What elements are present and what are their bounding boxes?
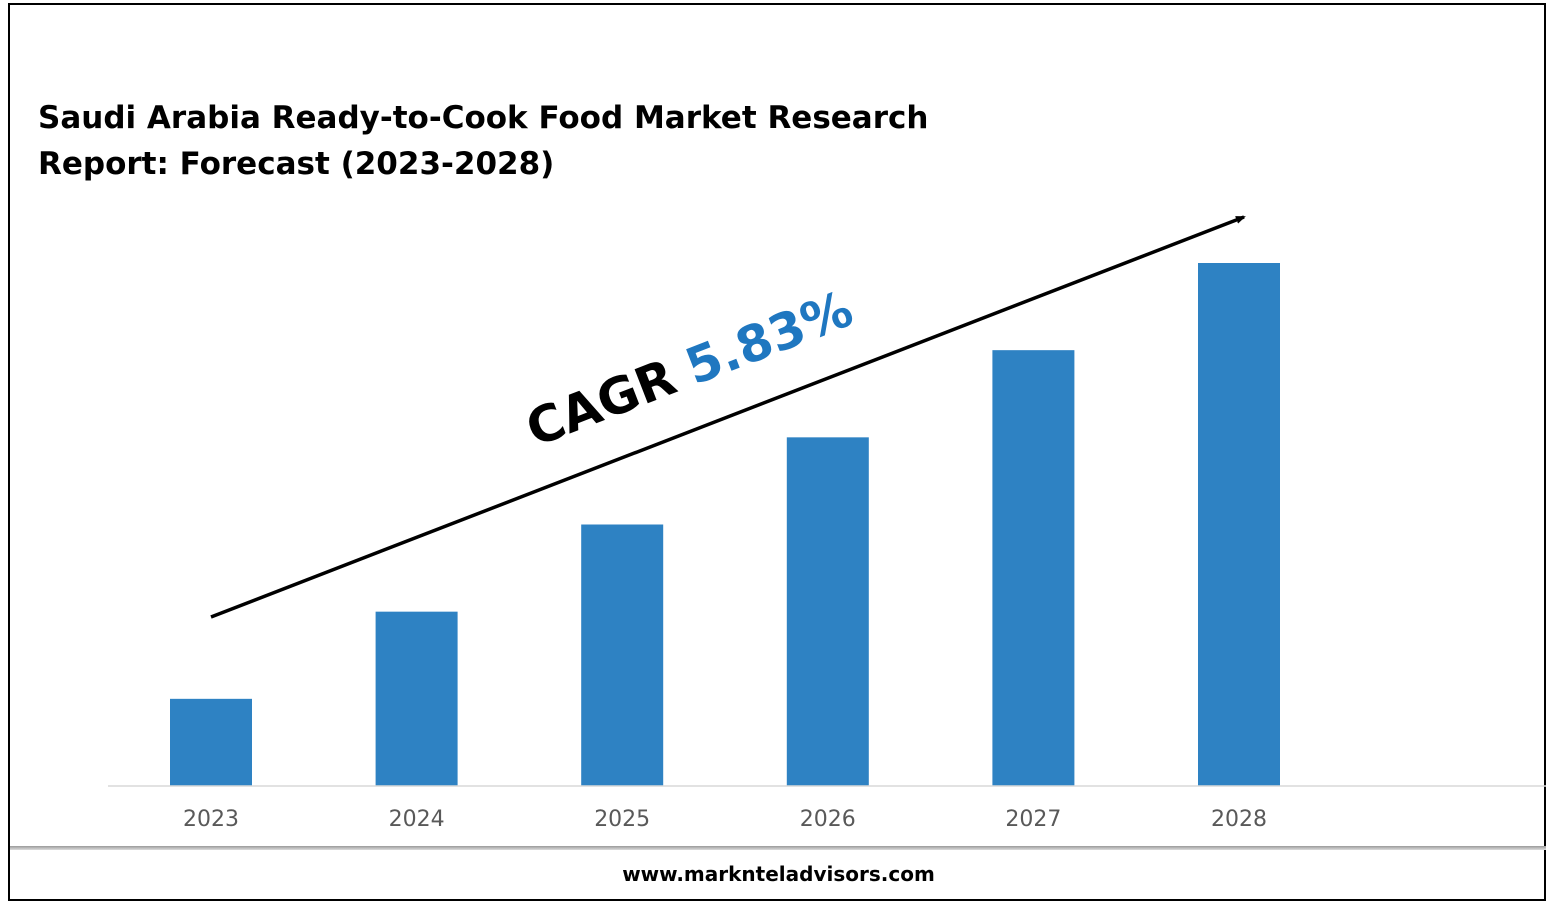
cagr-value: 5.83% xyxy=(678,280,861,397)
trend-arrow xyxy=(210,215,1246,619)
bar-2027 xyxy=(992,350,1075,786)
x-tick-label-2024: 2024 xyxy=(389,807,445,832)
chart-frame xyxy=(8,3,1546,901)
bar-2025 xyxy=(581,524,664,786)
x-tick-labels: 2023 2024 2025 2026 2027 2028 xyxy=(183,807,1267,832)
x-tick-label-2026: 2026 xyxy=(800,807,856,832)
bar-2026 xyxy=(786,437,869,786)
footer-divider xyxy=(10,846,1546,850)
bar-2023 xyxy=(170,698,252,786)
chart-title: Saudi Arabia Ready-to-Cook Food Market R… xyxy=(38,100,929,182)
bar-2024 xyxy=(375,611,458,786)
x-tick-label-2025: 2025 xyxy=(594,807,650,832)
x-tick-label-2027: 2027 xyxy=(1005,807,1061,832)
x-tick-label-2023: 2023 xyxy=(183,807,239,832)
x-tick-label-2028: 2028 xyxy=(1211,807,1267,832)
bars-group xyxy=(170,263,1280,786)
footer-url: www.marknteladvisors.com xyxy=(622,862,935,886)
bar-2028 xyxy=(1198,263,1280,786)
